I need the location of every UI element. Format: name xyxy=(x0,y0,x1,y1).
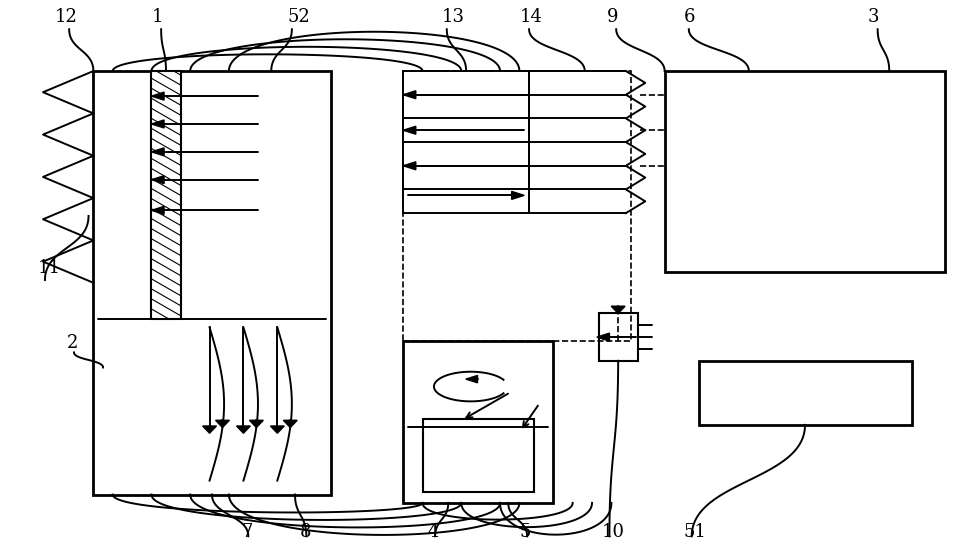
Polygon shape xyxy=(466,375,478,383)
Text: 1: 1 xyxy=(151,8,163,26)
Polygon shape xyxy=(597,333,610,341)
Text: 52: 52 xyxy=(287,8,310,26)
Text: 10: 10 xyxy=(602,523,624,541)
Polygon shape xyxy=(512,192,524,199)
Text: 3: 3 xyxy=(868,8,880,26)
Text: 51: 51 xyxy=(684,523,707,541)
Polygon shape xyxy=(403,91,416,99)
Bar xyxy=(403,71,631,341)
Text: 14: 14 xyxy=(519,8,542,26)
Polygon shape xyxy=(203,426,217,433)
Polygon shape xyxy=(151,148,164,156)
Polygon shape xyxy=(151,92,164,100)
Text: 11: 11 xyxy=(38,259,61,277)
Bar xyxy=(422,419,534,492)
Text: 12: 12 xyxy=(54,8,78,26)
Text: 7: 7 xyxy=(242,523,252,541)
Bar xyxy=(664,71,946,272)
Text: 6: 6 xyxy=(684,8,695,26)
Text: 4: 4 xyxy=(427,523,439,541)
Polygon shape xyxy=(284,421,297,427)
Text: 8: 8 xyxy=(300,523,311,541)
Bar xyxy=(93,71,330,494)
Polygon shape xyxy=(270,426,285,433)
Bar xyxy=(151,71,181,319)
Bar xyxy=(599,314,638,361)
Text: 9: 9 xyxy=(607,8,618,26)
Polygon shape xyxy=(151,176,164,184)
Polygon shape xyxy=(151,207,164,214)
Polygon shape xyxy=(611,306,625,314)
Bar xyxy=(698,361,912,425)
Polygon shape xyxy=(403,126,416,134)
Polygon shape xyxy=(250,421,263,427)
Polygon shape xyxy=(151,120,164,128)
Text: 5: 5 xyxy=(519,523,531,541)
Text: 2: 2 xyxy=(67,334,79,352)
Bar xyxy=(403,341,553,503)
Polygon shape xyxy=(216,421,229,427)
Text: 13: 13 xyxy=(442,8,465,26)
Polygon shape xyxy=(403,162,416,170)
Polygon shape xyxy=(237,426,251,433)
